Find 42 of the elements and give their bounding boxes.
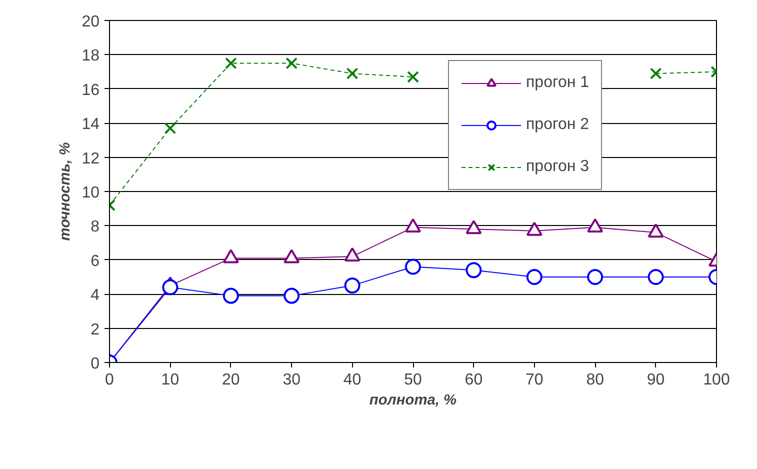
x-tick-label: 30 — [282, 372, 301, 388]
x-tick-label: 90 — [646, 372, 665, 388]
legend-label: прогон 3 — [526, 158, 590, 176]
x-tick-label: 10 — [161, 372, 180, 388]
x-tick-label: 80 — [586, 372, 604, 388]
point — [405, 258, 421, 275]
x-axis-title: полнота, % — [369, 392, 457, 408]
y-tick-label: 14 — [82, 116, 100, 134]
x-tick-label: 70 — [526, 372, 544, 388]
point — [344, 278, 360, 294]
y-tick-label: 2 — [90, 321, 100, 338]
y-tick-label: 0 — [90, 356, 100, 372]
y-tick-label: 20 — [82, 14, 100, 30]
point — [587, 269, 604, 285]
point — [648, 269, 664, 285]
point — [346, 68, 358, 80]
x-tick-label: 40 — [343, 372, 362, 388]
x-tick-label: 0 — [105, 372, 114, 388]
y-tick-label: 10 — [82, 184, 100, 202]
x-tick-label: 60 — [464, 372, 483, 388]
point — [466, 262, 482, 278]
point — [526, 269, 542, 285]
point — [284, 288, 300, 304]
point — [222, 288, 239, 304]
y-tick-label: 18 — [82, 48, 100, 65]
point — [224, 57, 237, 70]
x-tick-label: 100 — [703, 372, 730, 388]
y-tick-label: 12 — [82, 150, 100, 168]
y-tick-label: 16 — [82, 82, 100, 99]
legend-label: прогон 1 — [526, 74, 590, 92]
y-tick-label: 4 — [90, 287, 100, 304]
point — [162, 279, 178, 296]
point — [650, 68, 662, 80]
point — [286, 57, 298, 70]
y-axis-title: точность, % — [58, 142, 74, 241]
x-tick-label: 20 — [222, 372, 240, 388]
y-tick-label: 8 — [90, 218, 100, 236]
point — [164, 122, 176, 134]
point — [407, 70, 419, 83]
y-tick-label: 6 — [90, 252, 100, 270]
x-tick-label: 50 — [404, 372, 422, 388]
legend-label: прогон 2 — [526, 116, 590, 134]
